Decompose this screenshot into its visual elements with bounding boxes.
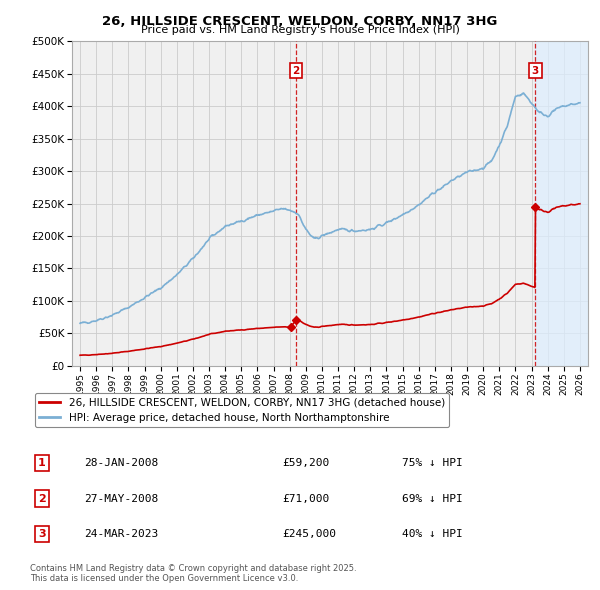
Bar: [535, 41, 588, 366]
Text: 24-MAR-2023: 24-MAR-2023: [84, 529, 158, 539]
Text: Contains HM Land Registry data © Crown copyright and database right 2025.
This d: Contains HM Land Registry data © Crown c…: [30, 563, 356, 583]
Text: £59,200: £59,200: [282, 458, 329, 468]
Text: 27-MAY-2008: 27-MAY-2008: [84, 494, 158, 503]
Legend: 26, HILLSIDE CRESCENT, WELDON, CORBY, NN17 3HG (detached house), HPI: Average pr: 26, HILLSIDE CRESCENT, WELDON, CORBY, NN…: [35, 394, 449, 427]
Text: Price paid vs. HM Land Registry's House Price Index (HPI): Price paid vs. HM Land Registry's House …: [140, 25, 460, 35]
Text: £71,000: £71,000: [282, 494, 329, 503]
Text: 40% ↓ HPI: 40% ↓ HPI: [402, 529, 463, 539]
Text: £245,000: £245,000: [282, 529, 336, 539]
Text: 3: 3: [38, 529, 46, 539]
Text: 26, HILLSIDE CRESCENT, WELDON, CORBY, NN17 3HG: 26, HILLSIDE CRESCENT, WELDON, CORBY, NN…: [103, 15, 497, 28]
Text: 1: 1: [38, 458, 46, 468]
Text: 3: 3: [532, 65, 539, 76]
Text: 2: 2: [293, 65, 300, 76]
Text: 2: 2: [38, 494, 46, 503]
Text: 75% ↓ HPI: 75% ↓ HPI: [402, 458, 463, 468]
Text: 69% ↓ HPI: 69% ↓ HPI: [402, 494, 463, 503]
Text: 28-JAN-2008: 28-JAN-2008: [84, 458, 158, 468]
